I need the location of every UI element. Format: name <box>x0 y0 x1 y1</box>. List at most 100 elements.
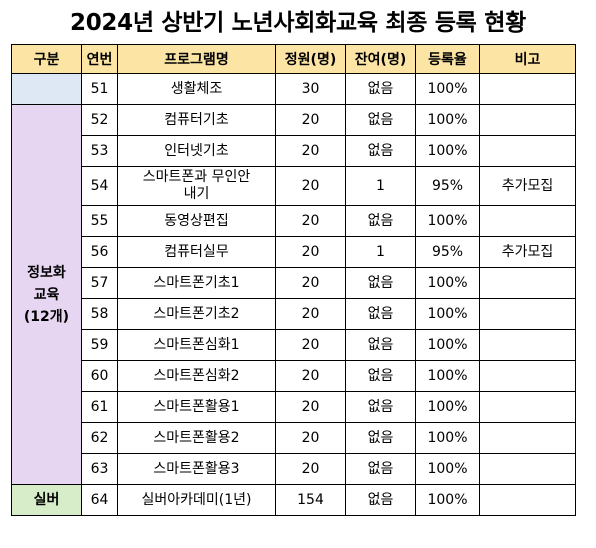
header-program-name: 프로그램명 <box>117 44 276 74</box>
program-name: 스마트폰활용1 <box>117 391 276 423</box>
table-header-row: 구분 연번 프로그램명 정원(명) 잔여(명) 등록율 비고 <box>11 44 576 74</box>
table-row: 53 인터넷기초 20 없음 100% <box>12 135 576 167</box>
capacity: 20 <box>275 391 346 423</box>
note <box>479 391 576 423</box>
capacity: 20 <box>275 298 346 330</box>
row-number: 58 <box>81 298 118 330</box>
row-number: 54 <box>81 166 118 206</box>
capacity: 20 <box>275 360 346 392</box>
note: 추가모집 <box>479 236 576 268</box>
row-number: 64 <box>81 484 118 516</box>
remaining: 없음 <box>345 484 416 516</box>
note <box>479 422 576 454</box>
category-cell-silver: 실버 <box>11 484 82 516</box>
remaining: 없음 <box>345 135 416 167</box>
note <box>479 360 576 392</box>
category-cell-info: 정보화 교육 (12개) <box>11 104 82 485</box>
note <box>479 104 576 136</box>
capacity: 20 <box>275 166 346 206</box>
table-row: 정보화 교육 (12개) 52 컴퓨터기초 20 없음 100% <box>11 104 576 485</box>
remaining: 없음 <box>345 73 416 105</box>
program-name: 동영상편집 <box>117 205 276 237</box>
note <box>479 484 576 516</box>
header-note: 비고 <box>479 44 576 74</box>
remaining: 없음 <box>345 391 416 423</box>
rate: 100% <box>415 484 480 516</box>
remaining: 없음 <box>345 104 416 136</box>
program-name: 스마트폰활용2 <box>117 422 276 454</box>
row-number: 57 <box>81 267 118 299</box>
header-rate: 등록율 <box>415 44 480 74</box>
table-row: 59 스마트폰심화1 20 없음 100% <box>12 329 576 361</box>
remaining: 없음 <box>345 298 416 330</box>
table-row: 62 스마트폰활용2 20 없음 100% <box>12 422 576 454</box>
row-number: 62 <box>81 422 118 454</box>
table-row: 55 동영상편집 20 없음 100% <box>12 205 576 237</box>
program-name: 실버아카데미(1년) <box>117 484 276 516</box>
rate: 95% <box>415 236 480 268</box>
row-number: 53 <box>81 135 118 167</box>
capacity: 20 <box>275 104 346 136</box>
category-cell-blank <box>11 73 82 105</box>
rate: 95% <box>415 166 480 206</box>
capacity: 20 <box>275 329 346 361</box>
program-name: 스마트폰기초1 <box>117 267 276 299</box>
page-title: 2024년 상반기 노년사회화교육 최종 등록 현황 <box>70 10 526 36</box>
rate: 100% <box>415 205 480 237</box>
note <box>479 267 576 299</box>
table-row: 54 스마트폰과 무인안 내기 20 1 95% 추가모집 <box>12 166 576 206</box>
row-number: 63 <box>81 453 118 485</box>
category-info-line1: 정보화 <box>27 264 66 281</box>
remaining: 없음 <box>345 422 416 454</box>
row-number: 52 <box>81 104 118 136</box>
program-name-line1: 스마트폰과 무인안 <box>142 169 251 185</box>
program-name: 스마트폰심화2 <box>117 360 276 392</box>
category-info-line3: (12개) <box>23 308 70 325</box>
capacity: 20 <box>275 236 346 268</box>
table-row: 51 생활체조 30 없음 100% <box>11 73 576 105</box>
row-number: 59 <box>81 329 118 361</box>
rate: 100% <box>415 453 480 485</box>
remaining: 없음 <box>345 329 416 361</box>
capacity: 30 <box>275 73 346 105</box>
program-name: 컴퓨터기초 <box>117 104 276 136</box>
row-number: 60 <box>81 360 118 392</box>
row-number: 56 <box>81 236 118 268</box>
program-name: 인터넷기초 <box>117 135 276 167</box>
table-row: 58 스마트폰기초2 20 없음 100% <box>12 298 576 330</box>
table-row: 61 스마트폰활용1 20 없음 100% <box>12 391 576 423</box>
header-capacity: 정원(명) <box>275 44 346 74</box>
capacity: 20 <box>275 422 346 454</box>
program-name: 스마트폰심화1 <box>117 329 276 361</box>
remaining: 없음 <box>345 360 416 392</box>
row-number: 51 <box>81 73 118 105</box>
note <box>479 73 576 105</box>
header-number: 연번 <box>81 44 118 74</box>
table-row: 56 컴퓨터실무 20 1 95% 추가모집 <box>12 236 576 268</box>
note <box>479 329 576 361</box>
note <box>479 205 576 237</box>
program-name: 생활체조 <box>117 73 276 105</box>
table-row: 57 스마트폰기초1 20 없음 100% <box>12 267 576 299</box>
rate: 100% <box>415 422 480 454</box>
program-name-line2: 내기 <box>183 186 210 202</box>
remaining: 1 <box>345 166 416 206</box>
note <box>479 135 576 167</box>
rate: 100% <box>415 135 480 167</box>
rate: 100% <box>415 267 480 299</box>
rate: 100% <box>415 104 480 136</box>
table-row: 63 스마트폰활용3 20 없음 100% <box>12 453 576 485</box>
program-name: 스마트폰활용3 <box>117 453 276 485</box>
table-row: 실버 64 실버아카데미(1년) 154 없음 100% <box>11 484 576 516</box>
category-info-line2: 교육 <box>33 286 60 303</box>
note <box>479 298 576 330</box>
rate: 100% <box>415 360 480 392</box>
capacity: 154 <box>275 484 346 516</box>
capacity: 20 <box>275 267 346 299</box>
program-name: 컴퓨터실무 <box>117 236 276 268</box>
remaining: 없음 <box>345 267 416 299</box>
rate: 100% <box>415 73 480 105</box>
note <box>479 453 576 485</box>
rate: 100% <box>415 391 480 423</box>
registration-table: 구분 연번 프로그램명 정원(명) 잔여(명) 등록율 비고 51 생활체조 3… <box>11 44 576 516</box>
